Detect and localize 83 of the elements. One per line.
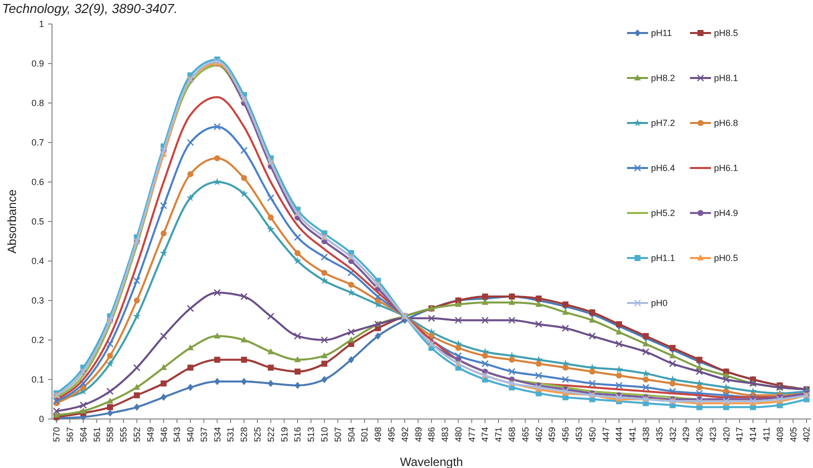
legend-label: pH1.1 bbox=[651, 253, 676, 264]
x-tick-label: 540 bbox=[186, 427, 196, 442]
y-tick-label: 0.4 bbox=[31, 256, 44, 266]
y-tick-label: 0.7 bbox=[31, 138, 44, 148]
x-tick-label: 441 bbox=[628, 427, 638, 442]
x-tick-label: 468 bbox=[507, 427, 518, 442]
legend-label: pH8.5 bbox=[714, 28, 738, 38]
y-tick-label: 1 bbox=[38, 19, 44, 30]
y-axis-title: Absorbance bbox=[5, 189, 19, 254]
x-tick-label: 531 bbox=[226, 427, 236, 442]
legend-label: pH4.9 bbox=[714, 208, 738, 218]
x-tick-label: 492 bbox=[400, 427, 410, 442]
x-tick-label: 567 bbox=[65, 427, 76, 442]
x-tick-label: 537 bbox=[198, 427, 209, 442]
x-tick-label: 555 bbox=[118, 427, 129, 442]
x-tick-label: 420 bbox=[721, 427, 732, 442]
x-tick-label: 558 bbox=[105, 427, 116, 442]
x-tick-label: 513 bbox=[306, 427, 316, 442]
y-tick-label: 0 bbox=[38, 414, 44, 424]
x-tick-label: 429 bbox=[681, 427, 692, 442]
x-tick-label: 516 bbox=[292, 427, 303, 442]
x-tick-label: 435 bbox=[654, 427, 664, 442]
x-tick-label: 480 bbox=[453, 427, 464, 442]
y-tick-label: 0.6 bbox=[31, 177, 44, 188]
legend-label: pH7.2 bbox=[651, 118, 676, 128]
y-tick-label: 0.1 bbox=[31, 374, 44, 385]
x-tick-label: 456 bbox=[560, 427, 571, 442]
x-tick-label: 564 bbox=[78, 427, 88, 442]
x-tick-label: 510 bbox=[319, 427, 330, 442]
y-tick-label: 0.8 bbox=[31, 98, 44, 108]
x-tick-label: 495 bbox=[386, 427, 396, 442]
x-tick-label: 414 bbox=[748, 427, 758, 442]
x-tick-label: 507 bbox=[332, 427, 343, 442]
legend-label: pH0 bbox=[651, 298, 668, 308]
x-tick-label: 405 bbox=[788, 427, 798, 442]
x-tick-label: 417 bbox=[734, 427, 745, 442]
legend-label: pH8.2 bbox=[651, 73, 676, 84]
y-tick-label: 0.2 bbox=[31, 335, 44, 346]
x-tick-label: 543 bbox=[172, 427, 182, 442]
x-tick-label: 519 bbox=[279, 427, 290, 442]
x-tick-label: 459 bbox=[547, 427, 558, 442]
x-tick-label: 552 bbox=[132, 427, 142, 442]
y-tick-label: 0.5 bbox=[31, 216, 44, 227]
x-tick-label: 447 bbox=[600, 427, 611, 442]
x-tick-label: 570 bbox=[52, 427, 62, 442]
legend-label: pH6.8 bbox=[714, 118, 738, 128]
x-tick-label: 471 bbox=[494, 427, 504, 442]
x-tick-label: 465 bbox=[520, 427, 530, 442]
legend-label: pH11 bbox=[651, 28, 672, 38]
text: Technology, 32(9), 3890-3407. bbox=[2, 1, 178, 16]
legend-label: pH8.1 bbox=[714, 73, 738, 84]
legend-label: pH6.1 bbox=[714, 163, 738, 174]
legend-label: pH6.4 bbox=[651, 163, 676, 174]
x-tick-label: 486 bbox=[426, 427, 437, 442]
x-tick-label: 504 bbox=[346, 427, 356, 442]
legend-label: pH5.2 bbox=[651, 208, 676, 218]
x-tick-label: 477 bbox=[466, 427, 477, 442]
x-tick-label: 474 bbox=[480, 427, 490, 442]
x-tick-label: 462 bbox=[534, 427, 544, 442]
x-tick-label: 453 bbox=[574, 427, 584, 442]
y-tick-label: 0.9 bbox=[31, 58, 44, 69]
y-tick-label: 0.3 bbox=[31, 296, 44, 306]
x-tick-label: 546 bbox=[158, 427, 169, 442]
x-tick-label: 528 bbox=[239, 427, 250, 442]
x-tick-label: 438 bbox=[640, 427, 651, 442]
x-tick-label: 408 bbox=[774, 427, 785, 442]
x-tick-label: 525 bbox=[252, 427, 263, 442]
x-tick-label: 444 bbox=[614, 427, 624, 442]
x-tick-label: 450 bbox=[587, 427, 598, 442]
x-tick-label: 483 bbox=[440, 427, 450, 442]
x-tick-label: 522 bbox=[266, 427, 276, 442]
x-tick-label: 549 bbox=[145, 427, 156, 442]
x-tick-label: 498 bbox=[373, 427, 384, 442]
x-tick-label: 534 bbox=[212, 427, 222, 442]
x-tick-label: 402 bbox=[802, 427, 812, 442]
x-tick-label: 411 bbox=[762, 427, 772, 442]
x-tick-label: 501 bbox=[360, 427, 370, 442]
x-tick-label: 423 bbox=[708, 427, 718, 442]
x-tick-label: 432 bbox=[668, 427, 678, 442]
x-tick-label: 561 bbox=[92, 427, 102, 442]
x-tick-label: 426 bbox=[694, 427, 705, 442]
x-tick-label: 489 bbox=[413, 427, 424, 442]
legend-label: pH0.5 bbox=[714, 253, 738, 264]
